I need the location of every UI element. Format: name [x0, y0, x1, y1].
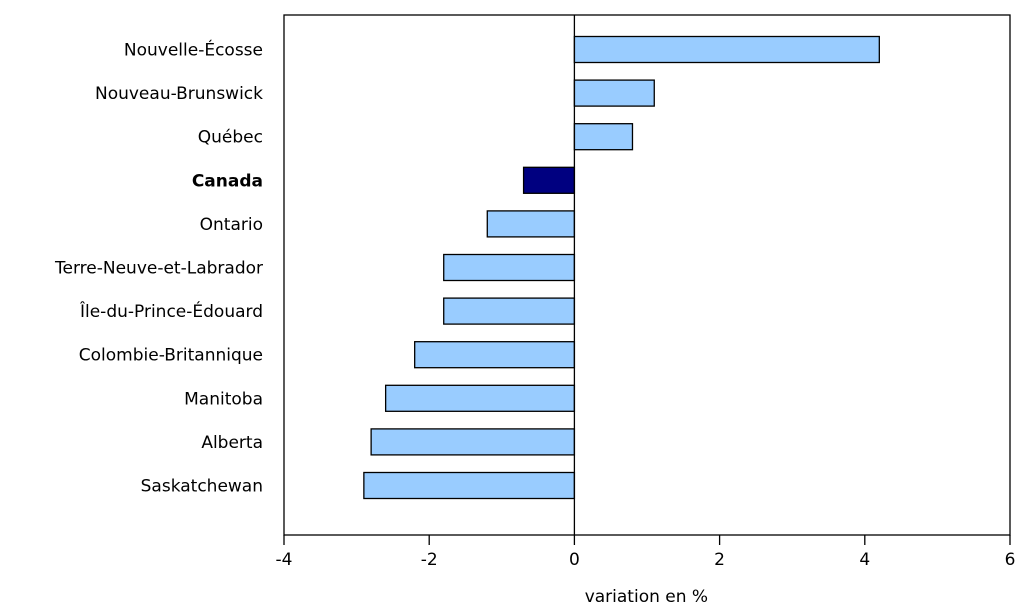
bar-canada	[522, 166, 576, 194]
bar-colombie-britannique	[414, 341, 576, 369]
category-label-alberta: Alberta	[201, 433, 263, 453]
bars-group	[363, 35, 880, 500]
bar-manitoba	[384, 384, 576, 412]
category-label-colombie-britannique: Colombie-Britannique	[79, 346, 263, 366]
category-label-canada: Canada	[192, 171, 263, 191]
category-label-ile-du-prince-edouard: Île-du-Prince-Édouard	[79, 300, 263, 322]
category-label-manitoba: Manitoba	[184, 389, 263, 409]
x-tick-label: -2	[421, 550, 438, 570]
x-axis-title: variation en %	[585, 587, 708, 606]
category-label-nouveau-brunswick: Nouveau-Brunswick	[95, 84, 263, 104]
plot-frame	[283, 14, 1011, 536]
bar-saskatchewan	[363, 471, 576, 500]
x-tick-label: 4	[859, 550, 870, 570]
x-tick-label: 6	[1005, 550, 1016, 570]
bar-terre-neuve-et-labrador	[443, 253, 576, 282]
category-label-quebec: Québec	[198, 128, 263, 148]
x-axis-ticks-group: -4 -2 0 2 4 6	[276, 535, 1016, 570]
bar-nouveau-brunswick	[573, 79, 655, 107]
category-label-ontario: Ontario	[200, 215, 263, 235]
category-label-saskatchewan: Saskatchewan	[141, 477, 263, 497]
bar-nouvelle-ecosse	[573, 35, 880, 64]
category-labels-group: Nouvelle-Écosse Nouveau-Brunswick Québec Ca…	[54, 39, 263, 497]
bar-alberta	[370, 428, 576, 456]
category-label-nouvelle-ecosse: Nouvelle-Écosse	[124, 39, 263, 61]
bar-ontario	[486, 210, 576, 238]
bar-quebec	[573, 123, 634, 151]
bar-ile-du-prince-edouard	[443, 297, 576, 325]
x-tick-label: 2	[714, 550, 725, 570]
category-label-terre-neuve-et-labrador: Terre-Neuve-et-Labrador	[54, 259, 263, 279]
x-tick-label: 0	[569, 550, 580, 570]
x-tick-label: -4	[276, 550, 293, 570]
